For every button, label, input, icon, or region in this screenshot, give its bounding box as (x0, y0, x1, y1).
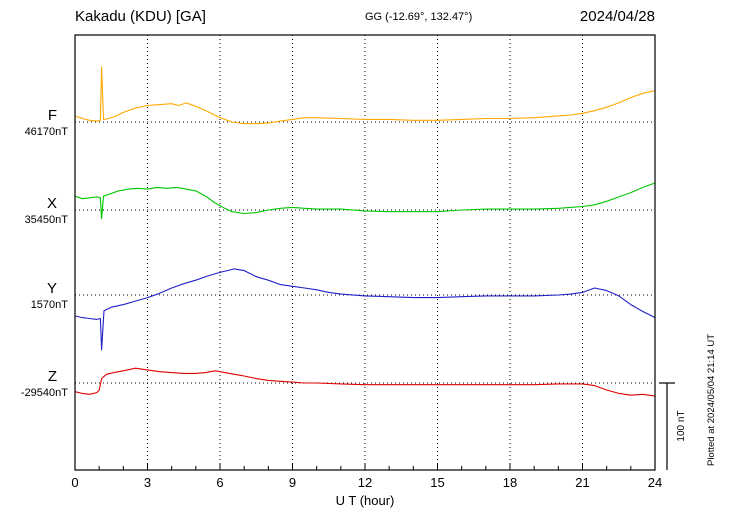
station-title: Kakadu (KDU) [GA] (75, 8, 206, 25)
trace-y (74, 268, 656, 351)
x-tick-label: 15 (430, 475, 444, 490)
series-label-f: F (48, 107, 57, 124)
x-tick-label: 3 (144, 475, 151, 490)
plot-frame (74, 34, 656, 471)
trace-f (74, 66, 656, 125)
geographic-coordinates: GG (-12.69°, 132.47°) (365, 11, 472, 23)
plot-generated-content: 0 3 6 9 12 15 18 21 24 (71, 35, 662, 490)
x-axis-label: U T (hour) (336, 493, 395, 508)
x-tick-label: 21 (575, 475, 589, 490)
scale-bar: 100 nT (659, 382, 687, 470)
x-tick-label: 12 (358, 475, 372, 490)
series-label-x: X (47, 195, 57, 212)
series-label-z: Z (48, 368, 57, 385)
series-baseline-f: 46170nT (25, 126, 69, 138)
plot-date: 2024/04/28 (580, 8, 655, 25)
plotted-at-note: Plotted at 2024/05/04 21:14 UT (706, 334, 717, 466)
series-baseline-y: 1570nT (31, 299, 69, 311)
series-baseline-z: -29540nT (21, 387, 68, 399)
scale-bar-label: 100 nT (676, 410, 687, 441)
x-tick-label: 18 (503, 475, 517, 490)
x-tick-label: 9 (289, 475, 296, 490)
series-baseline-x: 35450nT (25, 214, 69, 226)
x-tick-label: 24 (648, 475, 662, 490)
trace-z (74, 367, 656, 397)
x-tick-label: 6 (216, 475, 223, 490)
series-label-y: Y (47, 280, 57, 297)
x-tick-label: 0 (71, 475, 78, 490)
trace-x (74, 182, 656, 220)
